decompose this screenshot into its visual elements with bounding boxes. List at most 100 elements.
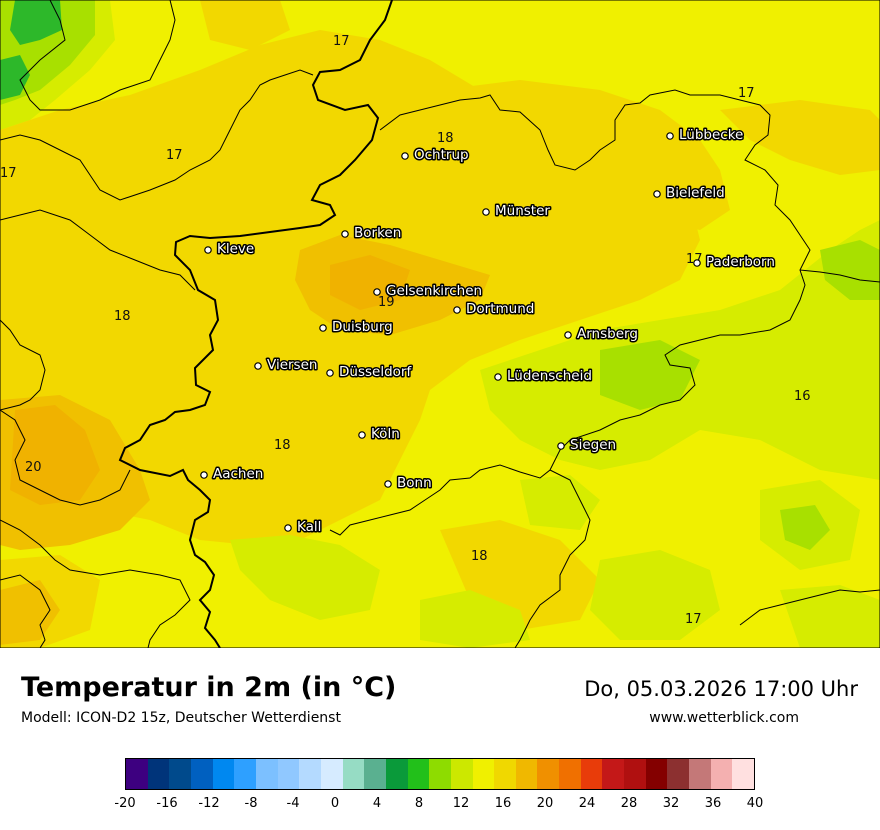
- legend-swatch: [515, 759, 538, 789]
- legend-tick-label: 36: [704, 796, 722, 811]
- cool-field-s: [420, 590, 530, 648]
- legend-swatch: [559, 759, 581, 789]
- legend-swatch: [277, 759, 300, 789]
- legend-tick-label: -20: [114, 796, 136, 811]
- state-border-hessen: [514, 469, 591, 648]
- svg-text:Ochtrup: Ochtrup: [414, 147, 469, 163]
- legend-swatch: [732, 759, 755, 789]
- legend-swatch: [190, 759, 213, 789]
- legend-swatch: [472, 759, 495, 789]
- legend-swatch: [255, 759, 278, 789]
- legend-tick-label: 40: [746, 796, 764, 811]
- svg-text:Siegen: Siegen: [570, 437, 616, 453]
- legend-tick-label: -12: [198, 796, 220, 811]
- svg-text:Kall: Kall: [297, 519, 321, 535]
- city-kleve: Kleve: [204, 240, 256, 259]
- website-link[interactable]: www.wetterblick.com: [649, 710, 799, 726]
- city-markers: Ochtrup Münster Lübbecke Bielefeld Borke…: [200, 126, 776, 537]
- legend-swatch: [537, 759, 560, 789]
- hot-field-sw: [10, 405, 100, 505]
- temperature-map: 17 17 17 17 18 17 18 19 16 18 20 18 17 O…: [0, 0, 880, 648]
- legend-swatch: [126, 759, 148, 789]
- city-luebbecke: Lübbecke: [666, 126, 745, 145]
- legend-swatch: [450, 759, 473, 789]
- svg-text:Arnsberg: Arnsberg: [577, 326, 638, 342]
- legend-swatch: [429, 759, 451, 789]
- country-border: [118, 0, 393, 648]
- value-label: 17: [166, 148, 183, 163]
- svg-text:Viersen: Viersen: [267, 357, 317, 373]
- state-border-se: [739, 589, 880, 626]
- city-muenster: Münster: [482, 202, 552, 221]
- legend-swatch: [147, 759, 170, 789]
- svg-text:Köln: Köln: [371, 426, 400, 442]
- state-border-e: [799, 269, 880, 283]
- legend-swatch: [212, 759, 235, 789]
- value-label: 19: [378, 295, 395, 310]
- regional-border-s2: [0, 574, 51, 648]
- value-label: 20: [25, 460, 42, 475]
- svg-text:Kleve: Kleve: [217, 241, 254, 257]
- svg-text:Gelsenkirchen: Gelsenkirchen: [386, 283, 482, 299]
- legend-tick-label: 16: [494, 796, 512, 811]
- city-ochtrup: Ochtrup: [401, 146, 470, 165]
- city-dortmund: Dortmund: [453, 300, 536, 319]
- svg-text:Duisburg: Duisburg: [332, 319, 393, 335]
- city-aachen: Aachen: [200, 465, 265, 484]
- city-duesseldorf: Düsseldorf: [326, 363, 414, 382]
- legend-tick-label: 24: [578, 796, 596, 811]
- legend-swatch: [645, 759, 668, 789]
- legend-tick-label: -8: [244, 796, 258, 811]
- legend-ticks: -20 -16 -12 -8 -4 0 4 8 12 16 20 24 28 32 36 40: [0, 796, 880, 814]
- city-siegen: Siegen: [557, 436, 618, 455]
- svg-text:Münster: Münster: [495, 203, 550, 219]
- legend-swatch: [234, 759, 256, 789]
- city-viersen: Viersen: [254, 356, 319, 375]
- temperature-fields: [0, 0, 880, 648]
- legend-tick-label: 8: [414, 796, 424, 811]
- regional-border-sw: [0, 409, 131, 506]
- city-borken: Borken: [341, 224, 403, 243]
- cooler-field-se: [780, 505, 830, 550]
- cooler-field-sauerland: [600, 340, 700, 410]
- cold-field-nw: [10, 0, 62, 45]
- legend-tick-label: 32: [662, 796, 680, 811]
- value-labels: 17 17 17 17 18 17 18 19 16 18 20 18 17: [0, 34, 811, 627]
- value-label: 17: [333, 34, 350, 49]
- city-gelsenkirchen: Gelsenkirchen: [373, 282, 484, 301]
- regional-border-w: [0, 209, 196, 291]
- cold-field-nw2: [0, 55, 30, 100]
- legend-tick-label: 4: [372, 796, 382, 811]
- model-subtitle: Modell: ICON-D2 15z, Deutscher Wetterdie…: [21, 710, 341, 726]
- state-border-nrw-south: [329, 477, 471, 536]
- border-lines: [0, 0, 880, 648]
- legend-swatch: [320, 759, 343, 789]
- legend-swatch: [689, 759, 711, 789]
- city-koeln: Köln: [358, 425, 401, 444]
- value-label: 18: [437, 131, 454, 146]
- value-label: 18: [471, 549, 488, 564]
- warm-field-ne: [720, 100, 880, 175]
- value-label: 17: [738, 86, 755, 101]
- map-canvas: 17 17 17 17 18 17 18 19 16 18 20 18 17 O…: [0, 0, 880, 648]
- legend-swatch: [407, 759, 430, 789]
- legend-swatch: [624, 759, 646, 789]
- legend-swatch: [602, 759, 625, 789]
- city-kall: Kall: [284, 518, 323, 537]
- legend-swatch: [342, 759, 365, 789]
- cool-field-eifel: [230, 535, 380, 620]
- city-luedenscheid: Lüdenscheid: [494, 367, 593, 386]
- color-legend: [125, 758, 755, 790]
- value-label: 18: [114, 309, 131, 324]
- legend-swatch: [667, 759, 690, 789]
- svg-text:Lüdenscheid: Lüdenscheid: [507, 368, 592, 384]
- legend-tick-label: 28: [620, 796, 638, 811]
- legend-swatch: [710, 759, 733, 789]
- legend-swatch: [299, 759, 321, 789]
- warm-field-top: [200, 0, 290, 50]
- svg-text:Borken: Borken: [354, 225, 401, 241]
- legend-tick-label: 0: [330, 796, 340, 811]
- map-title: Temperatur in 2m (in °C): [21, 672, 397, 703]
- svg-text:Lübbecke: Lübbecke: [679, 127, 743, 143]
- cool-field-s2: [590, 550, 720, 640]
